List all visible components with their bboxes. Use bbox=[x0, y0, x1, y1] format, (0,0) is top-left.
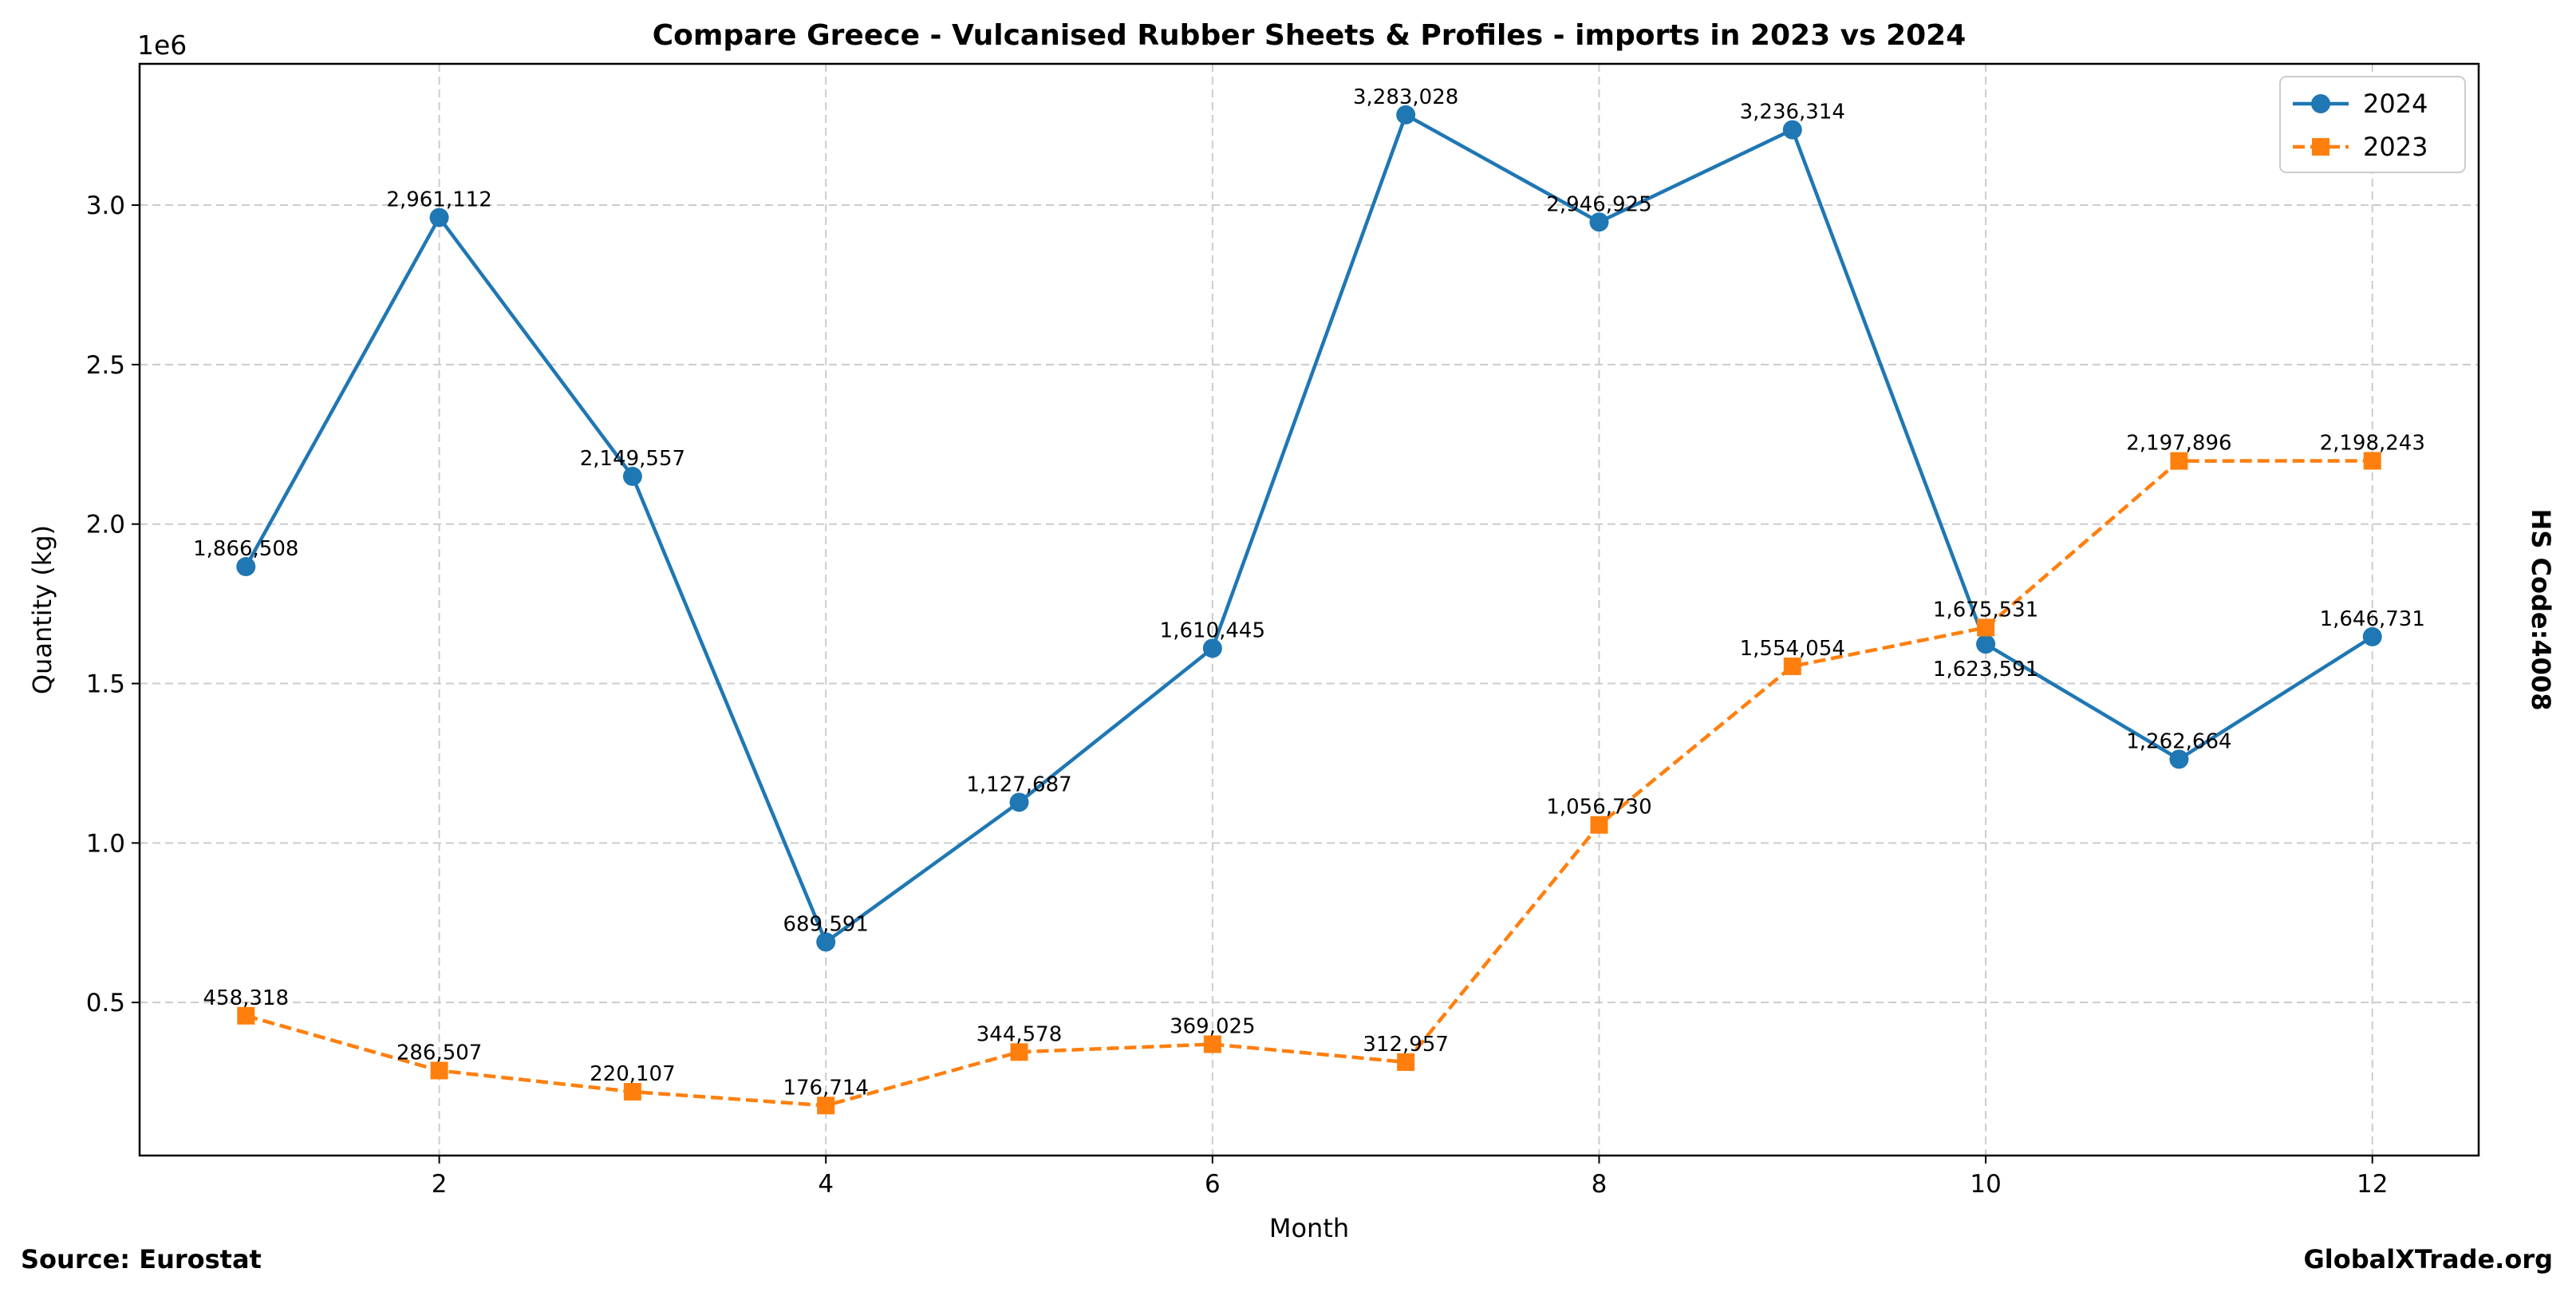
data-label-2023: 286,507 bbox=[396, 1041, 483, 1065]
x-tick-label: 4 bbox=[818, 1170, 834, 1199]
y-tick-label: 2.0 bbox=[86, 511, 125, 539]
data-label-2024: 2,961,112 bbox=[386, 188, 491, 212]
data-label-2024: 1,127,687 bbox=[966, 772, 1071, 796]
data-label-2024: 3,283,028 bbox=[1353, 85, 1458, 109]
data-label-2023: 312,957 bbox=[1363, 1033, 1449, 1057]
data-label-2024: 1,866,508 bbox=[193, 537, 298, 561]
data-point-2024 bbox=[2362, 626, 2382, 646]
data-point-2024 bbox=[622, 466, 642, 486]
data-label-2023: 1,554,054 bbox=[1740, 637, 1845, 661]
data-point-2024 bbox=[1976, 634, 1996, 654]
data-point-2023 bbox=[430, 1061, 448, 1080]
data-point-2023 bbox=[1203, 1035, 1221, 1053]
y-tick-label: 1.5 bbox=[86, 670, 125, 699]
legend-marker-2023 bbox=[2312, 138, 2329, 156]
hs-code-label: HS Code:4008 bbox=[2526, 509, 2556, 711]
x-axis-label: Month bbox=[1269, 1213, 1349, 1243]
plot-frame bbox=[138, 62, 2480, 1157]
data-label-2024: 2,946,925 bbox=[1546, 192, 1651, 216]
y-tick-label: 2.5 bbox=[86, 351, 125, 380]
x-tick-label: 10 bbox=[1970, 1170, 2001, 1199]
chart-title: Compare Greece - Vulcanised Rubber Sheet… bbox=[653, 19, 1967, 52]
data-label-2023: 2,197,896 bbox=[2126, 432, 2231, 456]
legend-label-2023: 2023 bbox=[2363, 132, 2428, 162]
y-tick-label: 1.0 bbox=[86, 829, 125, 858]
data-point-2024 bbox=[816, 932, 836, 952]
data-point-2024 bbox=[1202, 638, 1222, 658]
data-label-2023: 220,107 bbox=[590, 1062, 676, 1086]
data-point-2023 bbox=[2170, 452, 2188, 470]
data-label-2023: 458,318 bbox=[203, 986, 290, 1010]
x-tick-label: 8 bbox=[1592, 1170, 1608, 1199]
data-label-2024: 1,623,591 bbox=[1933, 658, 2038, 682]
data-point-2024 bbox=[2169, 749, 2189, 769]
data-point-2023 bbox=[623, 1083, 641, 1101]
data-label-2023: 1,056,730 bbox=[1546, 796, 1651, 820]
legend-marker-2024 bbox=[2311, 94, 2330, 113]
data-point-2024 bbox=[1782, 120, 1802, 140]
data-label-2023: 369,025 bbox=[1170, 1015, 1256, 1039]
watermark-label: GlobalXTrade.org bbox=[2304, 1244, 2553, 1274]
data-point-2023 bbox=[2363, 452, 2381, 470]
data-point-2024 bbox=[1009, 792, 1029, 812]
x-tick-label: 6 bbox=[1205, 1170, 1221, 1199]
series-line-2024 bbox=[244, 112, 2373, 945]
x-tick-label: 2 bbox=[432, 1170, 448, 1199]
data-label-2024: 689,591 bbox=[783, 912, 869, 936]
data-label-2023: 176,714 bbox=[783, 1076, 869, 1100]
source-label: Source: Eurostat bbox=[21, 1244, 262, 1274]
y-axis-label: Quantity (kg) bbox=[27, 525, 57, 694]
data-label-2024: 1,646,731 bbox=[2320, 607, 2425, 631]
data-point-2023 bbox=[1590, 816, 1608, 834]
y-tick-label: 0.5 bbox=[86, 989, 125, 1017]
legend-label-2024: 2024 bbox=[2363, 89, 2428, 119]
data-point-2023 bbox=[1010, 1043, 1028, 1061]
y-offset-label: 1e6 bbox=[137, 30, 187, 61]
data-label-2024: 2,149,557 bbox=[580, 447, 685, 471]
data-point-2024 bbox=[1589, 212, 1609, 232]
data-point-2024 bbox=[236, 557, 256, 577]
data-label-2023: 2,198,243 bbox=[2320, 431, 2425, 455]
data-point-2023 bbox=[237, 1006, 255, 1025]
data-point-2024 bbox=[429, 207, 449, 227]
data-point-2023 bbox=[1397, 1053, 1415, 1071]
x-tick-label: 12 bbox=[2357, 1170, 2388, 1199]
y-tick-label: 3.0 bbox=[86, 192, 125, 220]
data-point-2024 bbox=[1396, 105, 1416, 124]
data-label-2024: 1,262,664 bbox=[2126, 729, 2231, 753]
data-label-2024: 1,610,445 bbox=[1160, 618, 1265, 642]
data-label-2024: 3,236,314 bbox=[1740, 101, 1845, 124]
series-line-2023 bbox=[245, 459, 2373, 1108]
data-label-2023: 344,578 bbox=[976, 1022, 1063, 1046]
data-point-2023 bbox=[817, 1096, 835, 1115]
data-point-2023 bbox=[1783, 657, 1801, 675]
data-label-2023: 1,675,531 bbox=[1933, 598, 2038, 622]
data-point-2023 bbox=[1977, 618, 1995, 637]
